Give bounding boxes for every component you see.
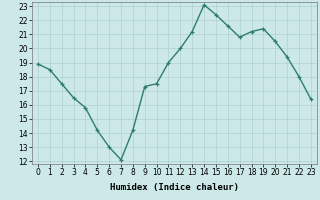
X-axis label: Humidex (Indice chaleur): Humidex (Indice chaleur) bbox=[110, 183, 239, 192]
